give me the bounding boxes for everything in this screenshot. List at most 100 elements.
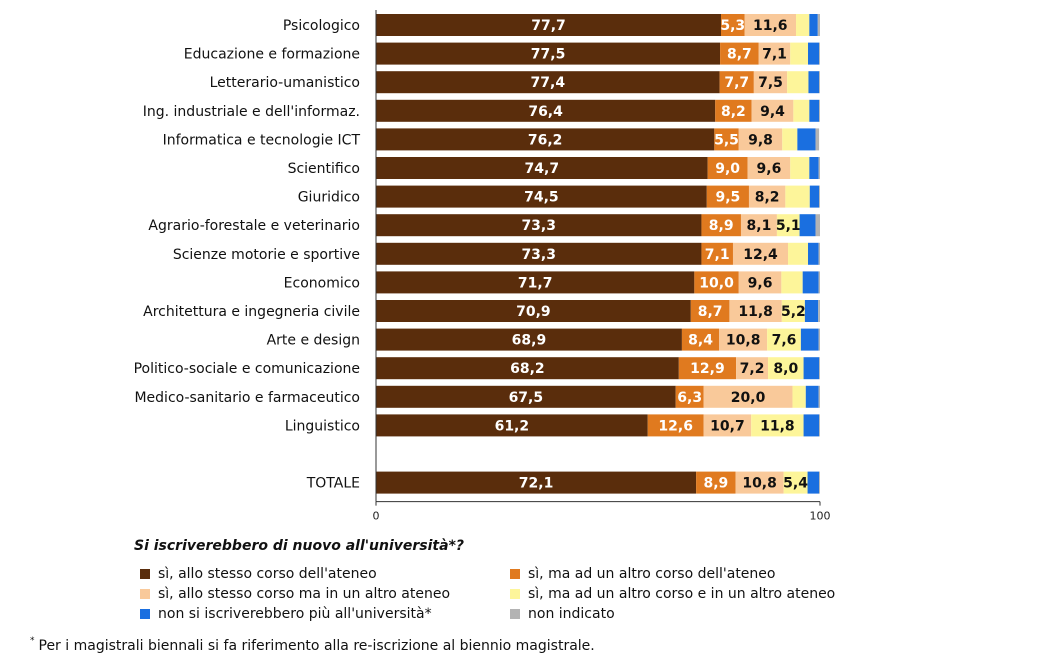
bar-segment <box>819 185 820 208</box>
data-label: 7,1 <box>705 247 730 263</box>
bar-segment <box>797 128 816 151</box>
data-label: 68,2 <box>510 361 545 377</box>
bar-segment <box>781 271 803 294</box>
bar-segment <box>796 14 810 36</box>
bar-segment <box>815 214 820 237</box>
bar-segment <box>744 14 797 36</box>
data-label: 9,0 <box>715 161 740 177</box>
bar-segment <box>805 385 819 408</box>
category-label: Giuridico <box>298 190 360 206</box>
bar-segment <box>701 214 741 237</box>
legend-label: non si iscriverebbero più all'università… <box>158 606 432 622</box>
data-label: 74,5 <box>524 190 559 206</box>
bar-segment <box>719 71 754 94</box>
data-label: 5,1 <box>776 218 801 234</box>
bar-segment <box>707 157 748 179</box>
bar-segment <box>376 357 679 380</box>
data-label: 11,6 <box>753 18 788 34</box>
bar-segment <box>678 357 737 380</box>
data-label: 74,7 <box>525 161 560 177</box>
data-label: 9,5 <box>715 190 740 206</box>
data-label: 7,1 <box>762 47 787 63</box>
bar-segment <box>701 242 733 265</box>
bar-segment <box>803 414 820 437</box>
data-label: 68,9 <box>512 333 547 349</box>
category-label: Architettura e ingegneria civile <box>143 304 360 320</box>
category-label: Ing. industriale e dell'informaz. <box>143 104 360 120</box>
bar-segment <box>767 328 801 351</box>
legend-label: sì, allo stesso corso dell'ateneo <box>158 566 377 582</box>
bar-segment <box>376 99 716 122</box>
bar-segment <box>819 414 820 437</box>
category-label: Psicologico <box>283 18 360 34</box>
bar-segment <box>376 42 721 65</box>
data-label: 77,7 <box>531 18 566 34</box>
bar-segment <box>748 185 786 208</box>
bar-segment <box>804 300 819 322</box>
data-label: 9,6 <box>757 161 782 177</box>
category-label: Arte e design <box>267 333 360 349</box>
data-label: 9,4 <box>760 104 785 120</box>
data-label: 70,9 <box>516 304 551 320</box>
data-label: 10,8 <box>742 476 777 492</box>
bar-segment <box>819 357 820 380</box>
legend-label: sì, allo stesso corso ma in un altro ate… <box>158 586 451 602</box>
legend-swatch <box>140 589 150 599</box>
bar-segment <box>802 271 819 294</box>
bar-segment <box>817 14 820 36</box>
bar-segment <box>818 328 820 351</box>
data-label: 12,9 <box>690 361 725 377</box>
bar-segment <box>758 42 791 65</box>
footnote-text: Per i magistrali biennali si fa riferime… <box>38 638 595 654</box>
legend-swatch <box>510 609 520 619</box>
category-label: Educazione e formazione <box>184 47 360 63</box>
data-label: 67,5 <box>509 390 544 406</box>
bar-segment <box>376 185 707 208</box>
data-label: 77,4 <box>531 75 566 91</box>
data-label: 8,2 <box>755 190 780 206</box>
bar-segment <box>787 71 809 94</box>
bar-segment <box>818 385 820 408</box>
legend-item-same-course-other-ateneo: sì, allo stesso corso ma in un altro ate… <box>140 586 450 602</box>
bar-segment <box>819 471 820 494</box>
bar-segment <box>740 214 777 237</box>
bar-segment <box>807 471 820 494</box>
bar-segment <box>808 42 820 65</box>
legend-item-would-not-enroll: non si iscriverebbero più all'università… <box>140 606 432 622</box>
legend-item-other-course-other-ateneo: sì, ma ad un altro corso e in un altro a… <box>510 586 835 602</box>
data-label: 12,6 <box>658 418 693 434</box>
bar-segment <box>809 14 818 36</box>
category-label: Medico-sanitario e farmaceutico <box>134 390 360 406</box>
bar-segment <box>720 42 759 65</box>
bar-segment <box>808 242 819 265</box>
legend-item-other-course-same-ateneo: sì, ma ad un altro corso dell'ateneo <box>510 566 775 582</box>
legend-label: non indicato <box>528 606 615 622</box>
bar-segment <box>735 471 784 494</box>
bar-segment <box>647 414 704 437</box>
bar-segment <box>376 414 648 437</box>
data-label: 7,5 <box>758 75 783 91</box>
bar-segment <box>815 128 820 151</box>
data-label: 76,2 <box>528 132 563 148</box>
bar-segment <box>768 357 804 380</box>
legend-swatch <box>140 609 150 619</box>
bar-segment <box>376 328 682 351</box>
data-label: 71,7 <box>518 275 553 291</box>
category-label: Linguistico <box>285 418 360 434</box>
data-label: 61,2 <box>495 418 530 434</box>
bar-segment <box>376 242 702 265</box>
data-label: 7,6 <box>772 333 797 349</box>
data-label: 10,7 <box>710 418 745 434</box>
bar-segment <box>753 71 788 94</box>
data-label: 20,0 <box>731 390 766 406</box>
bar-segment <box>736 357 769 380</box>
category-label: Politico-sociale e comunicazione <box>134 361 360 377</box>
legend-label: sì, ma ad un altro corso dell'ateneo <box>528 566 776 582</box>
bar-segment <box>376 14 721 36</box>
legend-item-not-indicated: non indicato <box>510 606 615 622</box>
bar-segment <box>714 128 739 151</box>
bar-segment <box>376 271 695 294</box>
category-label: Agrario-forestale e veterinario <box>148 218 360 234</box>
data-label: 73,3 <box>521 218 556 234</box>
bar-segment <box>376 71 720 94</box>
